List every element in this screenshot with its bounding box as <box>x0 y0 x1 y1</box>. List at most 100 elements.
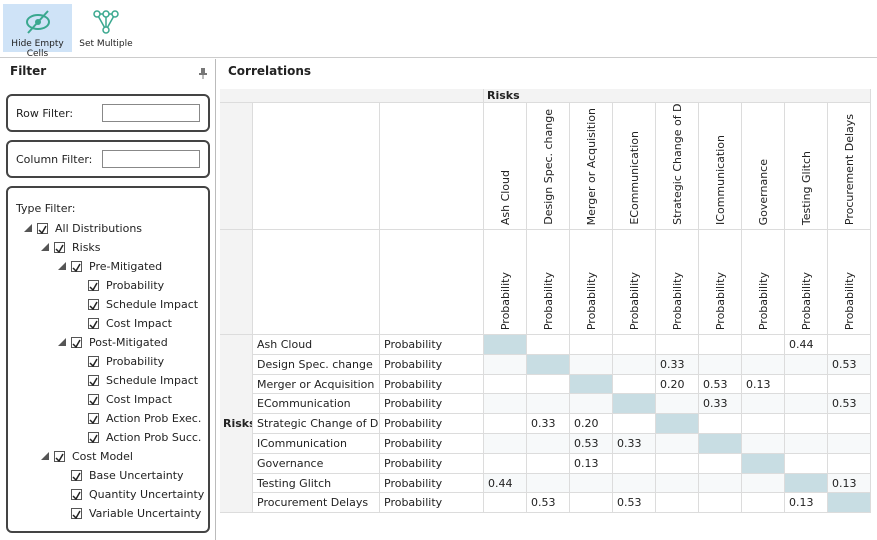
correlation-cell[interactable]: 0.13 <box>570 453 613 474</box>
pin-icon[interactable] <box>198 67 208 79</box>
correlation-cell[interactable]: 0.20 <box>656 374 699 395</box>
correlation-cell[interactable] <box>699 473 742 494</box>
diagonal-cell[interactable] <box>484 335 527 355</box>
correlation-cell[interactable] <box>570 493 613 514</box>
correlation-cell[interactable]: 0.13 <box>828 473 871 494</box>
correlation-cell[interactable]: 0.44 <box>484 473 527 494</box>
correlation-cell[interactable] <box>699 453 742 474</box>
row-filter-input[interactable] <box>102 104 200 122</box>
checkbox[interactable] <box>88 280 99 292</box>
checkbox[interactable] <box>71 508 82 520</box>
correlation-cell[interactable] <box>785 354 828 375</box>
correlation-cell[interactable] <box>656 493 699 514</box>
correlation-cell[interactable] <box>699 414 742 434</box>
correlation-cell[interactable] <box>484 453 527 474</box>
correlation-cell[interactable] <box>484 354 527 375</box>
diagonal-cell[interactable] <box>742 453 785 474</box>
correlation-cell[interactable] <box>828 335 871 355</box>
diagonal-cell[interactable] <box>656 414 699 434</box>
correlation-cell[interactable] <box>570 335 613 355</box>
expand-toggle[interactable] <box>24 224 32 232</box>
checkbox[interactable] <box>88 413 99 425</box>
correlation-cell[interactable] <box>742 493 785 514</box>
correlation-cell[interactable] <box>785 394 828 415</box>
correlation-cell[interactable] <box>527 473 570 494</box>
correlation-cell[interactable] <box>828 374 871 395</box>
correlation-cell[interactable]: 0.33 <box>527 414 570 434</box>
checkbox[interactable] <box>71 337 82 349</box>
correlation-cell[interactable] <box>613 453 656 474</box>
correlation-cell[interactable]: 0.20 <box>570 414 613 434</box>
hide-empty-cells-button[interactable]: Hide Empty Cells <box>3 4 72 59</box>
correlation-cell[interactable] <box>699 493 742 514</box>
correlation-cell[interactable] <box>785 434 828 454</box>
correlation-cell[interactable] <box>656 434 699 454</box>
correlation-cell[interactable] <box>484 493 527 514</box>
correlation-cell[interactable] <box>785 374 828 395</box>
correlation-cell[interactable]: 0.13 <box>742 374 785 395</box>
correlation-cell[interactable]: 0.33 <box>613 434 656 454</box>
diagonal-cell[interactable] <box>613 394 656 415</box>
correlation-cell[interactable]: 0.53 <box>527 493 570 514</box>
correlation-cell[interactable] <box>656 394 699 415</box>
correlation-cell[interactable] <box>484 394 527 415</box>
correlation-cell[interactable] <box>527 434 570 454</box>
checkbox[interactable] <box>88 432 99 444</box>
correlation-cell[interactable] <box>656 335 699 355</box>
expand-toggle[interactable] <box>41 243 49 251</box>
diagonal-cell[interactable] <box>527 354 570 375</box>
checkbox[interactable] <box>88 375 99 387</box>
correlation-cell[interactable] <box>613 414 656 434</box>
diagonal-cell[interactable] <box>699 434 742 454</box>
expand-toggle[interactable] <box>58 262 66 270</box>
expand-toggle[interactable] <box>58 338 66 346</box>
correlation-cell[interactable] <box>484 374 527 395</box>
correlation-cell[interactable]: 0.13 <box>785 493 828 514</box>
checkbox[interactable] <box>88 356 99 368</box>
correlation-cell[interactable] <box>828 434 871 454</box>
checkbox[interactable] <box>71 261 82 273</box>
correlation-cell[interactable] <box>613 473 656 494</box>
correlation-cell[interactable]: 0.53 <box>699 374 742 395</box>
checkbox[interactable] <box>71 470 82 482</box>
expand-toggle[interactable] <box>41 452 49 460</box>
correlation-cell[interactable] <box>613 374 656 395</box>
correlation-cell[interactable] <box>742 354 785 375</box>
checkbox[interactable] <box>54 451 65 463</box>
correlation-cell[interactable]: 0.33 <box>656 354 699 375</box>
correlation-cell[interactable] <box>613 335 656 355</box>
correlation-cell[interactable] <box>656 453 699 474</box>
correlation-cell[interactable] <box>699 335 742 355</box>
correlation-cell[interactable] <box>742 473 785 494</box>
correlation-cell[interactable] <box>742 335 785 355</box>
correlation-cell[interactable] <box>570 473 613 494</box>
correlation-cell[interactable] <box>785 414 828 434</box>
checkbox[interactable] <box>88 299 99 311</box>
correlation-cell[interactable] <box>828 414 871 434</box>
correlation-cell[interactable]: 0.53 <box>828 394 871 415</box>
correlation-cell[interactable] <box>527 394 570 415</box>
correlation-cell[interactable] <box>699 354 742 375</box>
checkbox[interactable] <box>37 223 48 235</box>
correlation-cell[interactable] <box>656 473 699 494</box>
diagonal-cell[interactable] <box>828 493 871 514</box>
correlation-cell[interactable] <box>527 453 570 474</box>
correlation-cell[interactable] <box>742 394 785 415</box>
diagonal-cell[interactable] <box>785 473 828 494</box>
checkbox[interactable] <box>54 242 65 254</box>
checkbox[interactable] <box>88 394 99 406</box>
checkbox[interactable] <box>88 318 99 330</box>
correlation-cell[interactable]: 0.33 <box>699 394 742 415</box>
correlation-cell[interactable]: 0.44 <box>785 335 828 355</box>
column-filter-input[interactable] <box>102 150 200 168</box>
correlation-cell[interactable] <box>570 394 613 415</box>
correlation-cell[interactable]: 0.53 <box>828 354 871 375</box>
diagonal-cell[interactable] <box>570 374 613 395</box>
correlation-cell[interactable] <box>828 453 871 474</box>
correlation-cell[interactable] <box>742 414 785 434</box>
correlation-cell[interactable]: 0.53 <box>613 493 656 514</box>
checkbox[interactable] <box>71 489 82 501</box>
correlation-cell[interactable] <box>484 434 527 454</box>
correlation-cell[interactable] <box>527 335 570 355</box>
correlation-cell[interactable] <box>484 414 527 434</box>
